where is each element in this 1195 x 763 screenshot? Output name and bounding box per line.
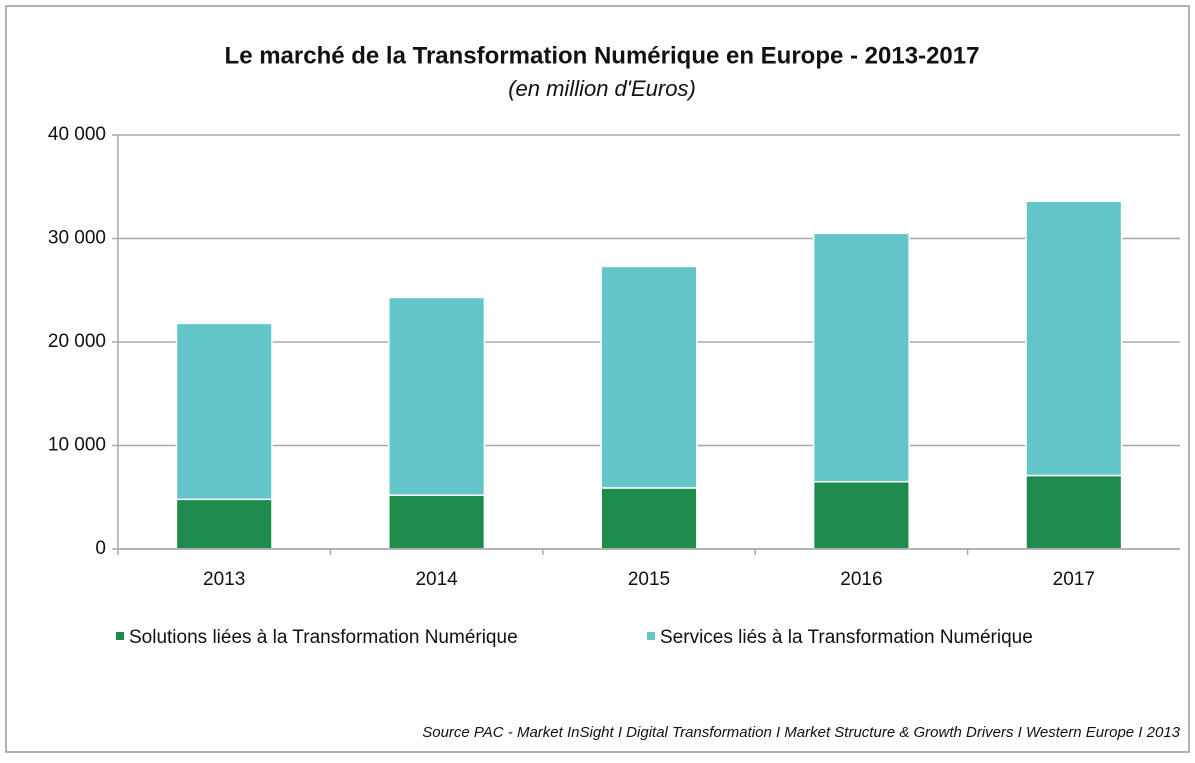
bar-segment: [388, 494, 486, 550]
y-tick-label: 10 000: [48, 435, 106, 456]
x-tick-label: 2017: [1053, 569, 1095, 590]
bar-segment: [812, 232, 910, 483]
y-tick-label: 20 000: [48, 331, 106, 352]
x-tick-label: 2013: [203, 569, 245, 590]
legend-swatch: [647, 632, 655, 640]
bar-segment: [1025, 474, 1123, 550]
bar-segment: [600, 487, 698, 550]
bar-segment: [175, 322, 273, 501]
bar-segment: [1025, 200, 1123, 477]
y-tick-label: 30 000: [48, 228, 106, 249]
legend-swatch: [116, 632, 124, 640]
x-tick-label: 2015: [628, 569, 670, 590]
legend-label: Solutions liées à la Transformation Numé…: [129, 627, 518, 648]
chart-subtitle: (en million d'Euros): [508, 76, 696, 101]
x-tick-label: 2014: [415, 569, 458, 590]
x-tick-label: 2016: [840, 569, 882, 590]
bar-segment: [812, 480, 910, 550]
y-tick-label: 0: [95, 538, 106, 559]
legend-label: Services liés à la Transformation Numéri…: [660, 627, 1033, 648]
chart-title: Le marché de la Transformation Numérique…: [225, 42, 980, 69]
bar-segment: [600, 265, 698, 489]
source-note: Source PAC - Market InSight I Digital Tr…: [422, 724, 1180, 741]
bar-segment: [175, 498, 273, 550]
bar-segment: [388, 296, 486, 496]
y-tick-label: 40 000: [48, 124, 106, 145]
